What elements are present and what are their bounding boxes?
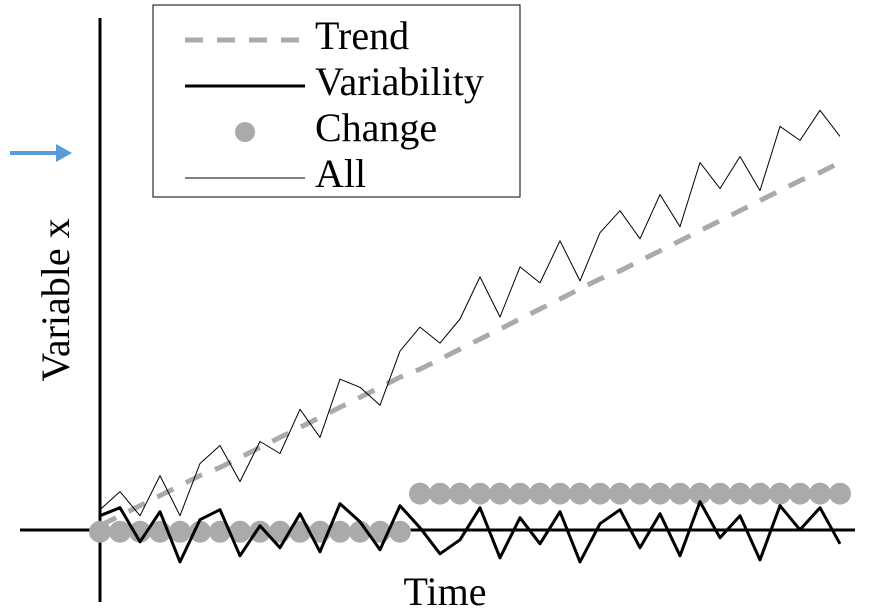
change-marker bbox=[449, 482, 471, 505]
legend-label: Variability bbox=[315, 59, 484, 104]
legend-marker bbox=[235, 122, 255, 142]
change-marker bbox=[749, 482, 771, 505]
pointer-arrow-head bbox=[56, 144, 72, 162]
legend-label: Trend bbox=[315, 13, 409, 58]
legend-label: Change bbox=[315, 105, 437, 150]
change-marker bbox=[769, 482, 791, 505]
change-marker bbox=[469, 482, 491, 505]
change-marker bbox=[209, 520, 231, 543]
change-marker bbox=[649, 482, 671, 505]
x-axis-label: Time bbox=[403, 569, 486, 614]
change-marker bbox=[629, 482, 651, 505]
change-marker bbox=[409, 482, 431, 505]
change-marker bbox=[389, 520, 411, 543]
change-marker bbox=[189, 520, 211, 543]
change-marker bbox=[169, 520, 191, 543]
change-marker bbox=[569, 482, 591, 505]
change-marker bbox=[549, 482, 571, 505]
change-marker bbox=[89, 520, 111, 543]
series-line bbox=[98, 160, 842, 528]
change-marker bbox=[609, 482, 631, 505]
series-line bbox=[99, 500, 842, 564]
change-marker bbox=[669, 482, 691, 505]
change-marker bbox=[689, 482, 711, 505]
legend-box bbox=[152, 4, 521, 198]
legend-label: All bbox=[315, 151, 366, 196]
change-marker bbox=[329, 520, 351, 543]
change-marker bbox=[429, 482, 451, 505]
change-marker bbox=[229, 520, 251, 543]
change-marker bbox=[829, 482, 851, 505]
y-axis-label: Variable x bbox=[33, 218, 78, 381]
change-marker bbox=[489, 482, 511, 505]
change-marker bbox=[809, 482, 831, 505]
change-marker bbox=[129, 520, 151, 543]
change-marker bbox=[789, 482, 811, 505]
change-marker bbox=[109, 520, 131, 543]
change-marker bbox=[249, 520, 271, 543]
change-marker bbox=[509, 482, 531, 505]
change-marker bbox=[709, 482, 731, 505]
plot-area bbox=[89, 109, 851, 564]
change-marker bbox=[589, 482, 611, 505]
series-line bbox=[99, 109, 841, 517]
change-marker bbox=[529, 482, 551, 505]
change-marker bbox=[729, 482, 751, 505]
change-marker bbox=[349, 520, 371, 543]
